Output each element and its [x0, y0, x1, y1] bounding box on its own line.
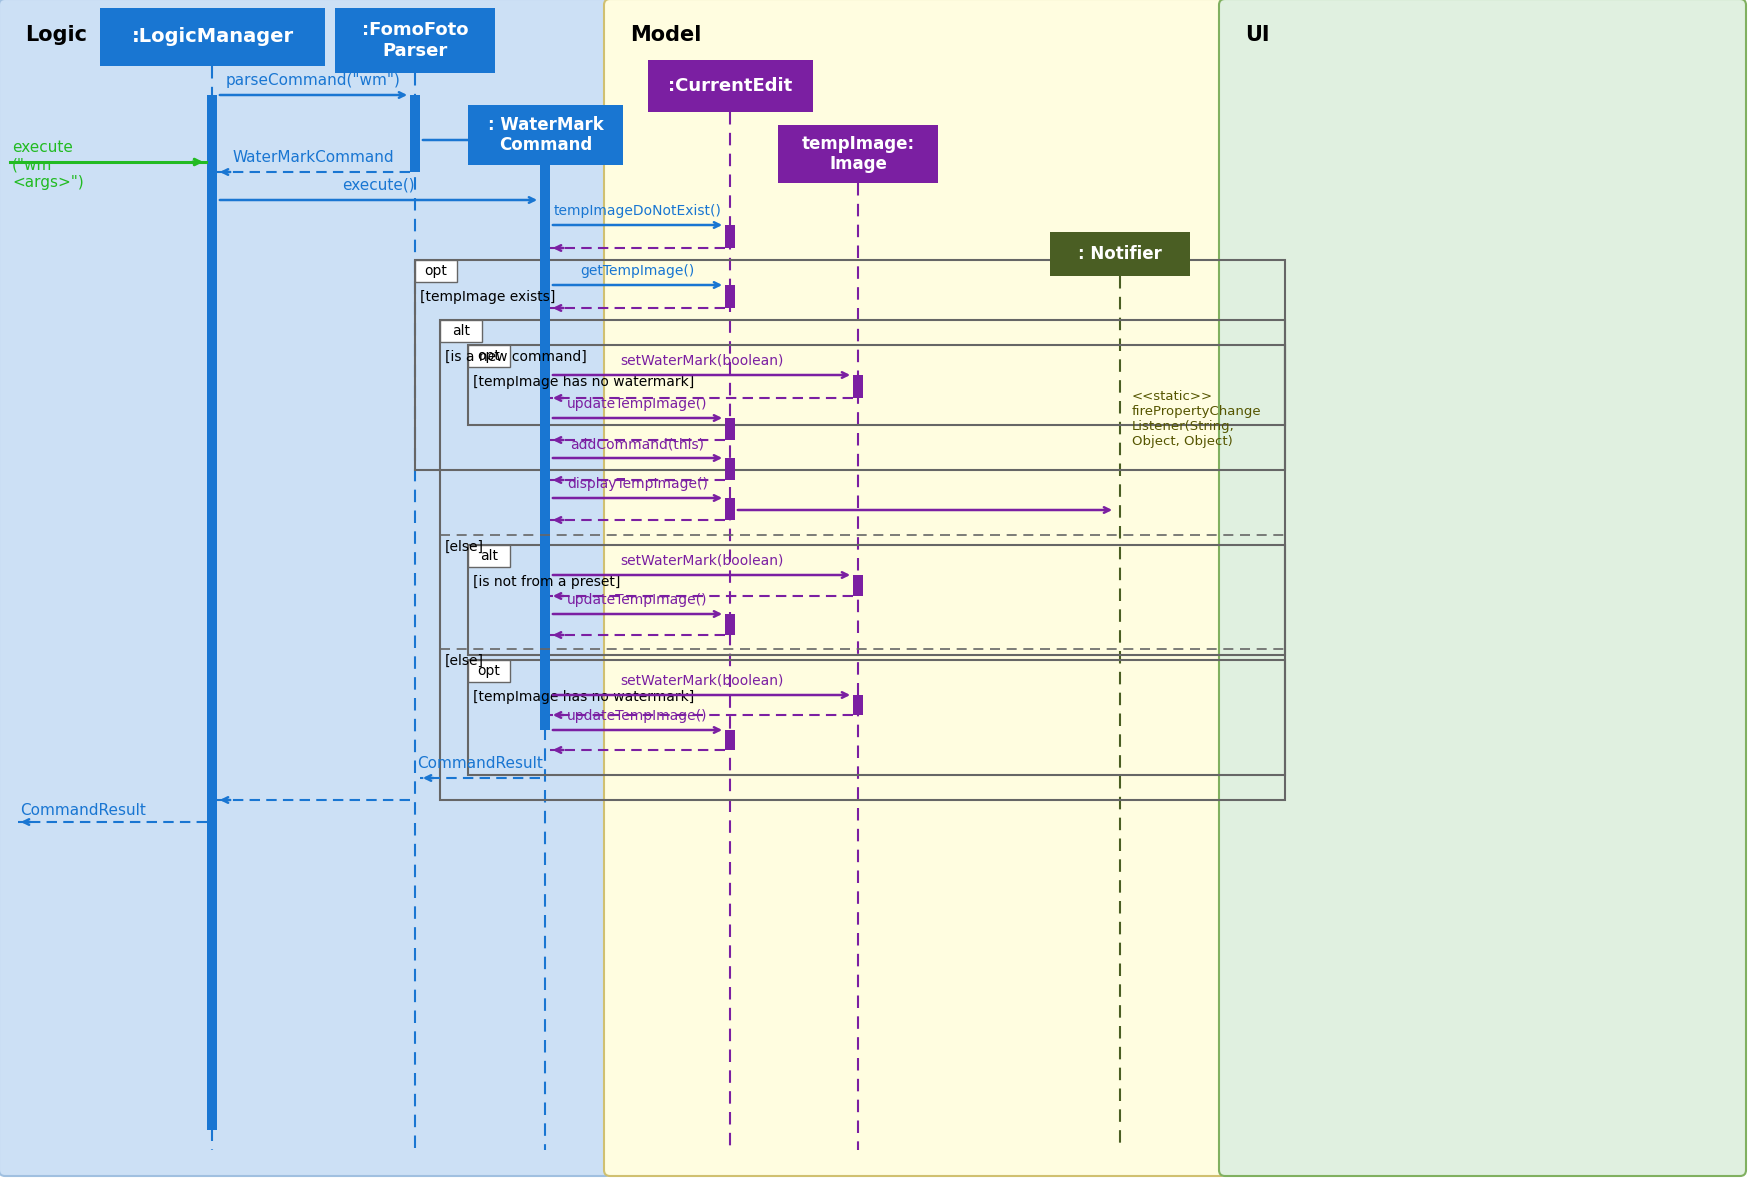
Bar: [439, 320, 1284, 800]
Text: updateTempImage(): updateTempImage(): [567, 397, 707, 411]
Text: getTempImage(): getTempImage(): [581, 264, 695, 278]
Bar: [724, 498, 735, 520]
Bar: [779, 125, 938, 183]
Text: execute(): execute(): [343, 178, 415, 193]
Bar: [648, 60, 814, 112]
Text: : WaterMark
Command: : WaterMark Command: [488, 116, 604, 155]
Bar: [439, 320, 481, 342]
Bar: [1050, 232, 1190, 277]
Text: tempImageDoNotExist(): tempImageDoNotExist(): [553, 204, 721, 217]
Text: :FomoFoto
Parser: :FomoFoto Parser: [362, 21, 469, 60]
Bar: [724, 225, 735, 248]
Text: [is a new command]: [is a new command]: [444, 350, 586, 364]
Bar: [467, 345, 1284, 426]
Text: CommandResult: CommandResult: [416, 756, 542, 771]
Text: setWaterMark(boolean): setWaterMark(boolean): [620, 674, 784, 688]
Text: CommandResult: CommandResult: [19, 803, 145, 818]
Text: [tempImage exists]: [tempImage exists]: [420, 290, 555, 304]
Text: addCommand(this): addCommand(this): [570, 437, 705, 452]
Text: opt: opt: [478, 349, 500, 363]
Text: : Notifier: : Notifier: [1078, 245, 1162, 264]
Bar: [206, 95, 217, 1130]
Text: execute
("wm
<args>"): execute ("wm <args>"): [12, 139, 84, 190]
Text: UI: UI: [1244, 25, 1269, 45]
Bar: [724, 613, 735, 635]
Text: updateTempImage(): updateTempImage(): [567, 709, 707, 723]
Bar: [467, 660, 509, 682]
Bar: [467, 660, 1284, 775]
Text: alt: alt: [480, 548, 499, 563]
Bar: [467, 545, 1284, 655]
Bar: [724, 457, 735, 480]
Text: tempImage:
Image: tempImage: Image: [802, 135, 915, 174]
Text: opt: opt: [425, 264, 448, 278]
Bar: [724, 418, 735, 440]
Text: Model: Model: [630, 25, 702, 45]
Bar: [541, 165, 550, 730]
Text: <<static>>
firePropertyChange
Listener(String,
Object, Object): <<static>> firePropertyChange Listener(S…: [1132, 390, 1262, 448]
FancyBboxPatch shape: [1220, 0, 1746, 1176]
Text: displayTempImage(): displayTempImage(): [567, 478, 709, 491]
Bar: [415, 260, 1284, 470]
Text: :LogicManager: :LogicManager: [131, 27, 294, 46]
Bar: [852, 695, 863, 715]
Bar: [467, 545, 509, 567]
Bar: [852, 375, 863, 398]
Text: [is not from a preset]: [is not from a preset]: [473, 574, 621, 589]
Bar: [100, 8, 326, 66]
FancyBboxPatch shape: [604, 0, 1227, 1176]
Bar: [415, 260, 457, 282]
Bar: [724, 285, 735, 309]
Text: updateTempImage(): updateTempImage(): [567, 593, 707, 608]
Text: parseCommand("wm"): parseCommand("wm"): [226, 73, 401, 87]
Text: alt: alt: [452, 324, 471, 338]
Text: [else]: [else]: [444, 654, 485, 668]
Text: setWaterMark(boolean): setWaterMark(boolean): [620, 554, 784, 569]
Bar: [724, 730, 735, 751]
Bar: [852, 574, 863, 596]
Text: [else]: [else]: [444, 540, 485, 554]
Text: setWaterMark(boolean): setWaterMark(boolean): [620, 353, 784, 368]
Text: opt: opt: [478, 664, 500, 678]
Text: [tempImage has no watermark]: [tempImage has no watermark]: [473, 690, 695, 704]
Text: :CurrentEdit: :CurrentEdit: [668, 77, 793, 95]
Text: Logic: Logic: [24, 25, 88, 45]
FancyBboxPatch shape: [0, 0, 611, 1176]
Bar: [467, 345, 509, 366]
Bar: [410, 95, 420, 173]
Text: [tempImage has no watermark]: [tempImage has no watermark]: [473, 375, 695, 389]
Bar: [334, 8, 495, 73]
Bar: [467, 105, 623, 165]
Text: WaterMarkCommand: WaterMarkCommand: [233, 150, 394, 165]
